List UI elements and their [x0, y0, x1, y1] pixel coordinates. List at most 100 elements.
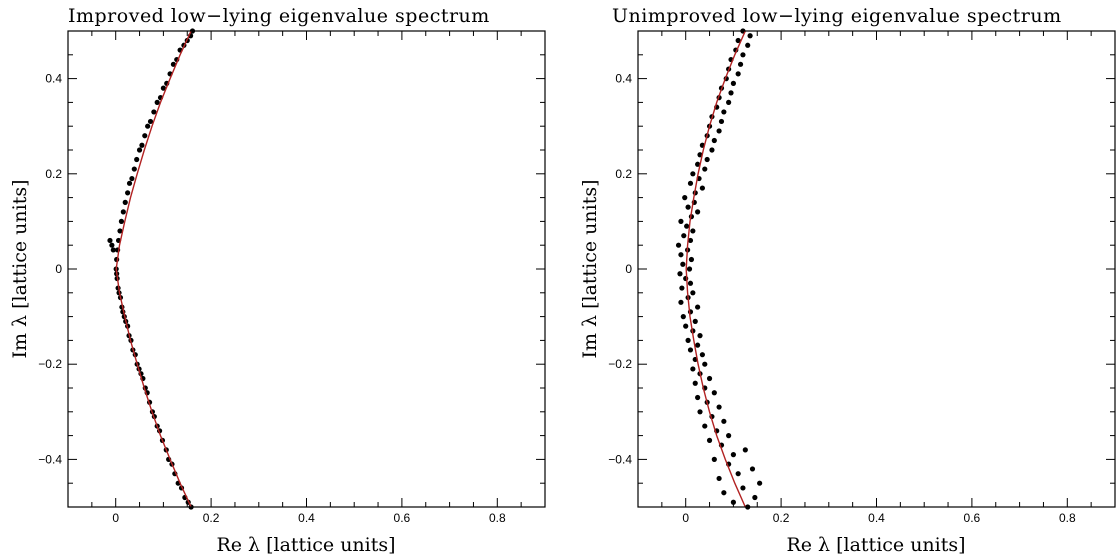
data-point: [686, 266, 693, 272]
data-point: [726, 433, 732, 439]
x-axis-label: Re λ [lattice units]: [216, 534, 395, 556]
plot-frame: [637, 30, 1116, 508]
data-point: [690, 228, 696, 234]
data-point: [752, 494, 758, 501]
data-point: [690, 290, 696, 296]
data-point: [709, 147, 715, 153]
data-point: [117, 228, 123, 234]
data-point: [716, 128, 722, 134]
data-point: [120, 209, 126, 215]
data-point: [757, 480, 763, 486]
data-point: [126, 180, 133, 186]
data-point: [142, 133, 148, 139]
x-tick-label: 0.6: [394, 511, 411, 525]
y-tick-label: −0.2: [608, 357, 632, 371]
data-point: [695, 161, 701, 167]
data-marks: [107, 28, 196, 510]
data-point: [721, 418, 727, 424]
y-tick-label: 0: [55, 262, 62, 276]
data-point: [728, 90, 734, 96]
data-point: [702, 423, 708, 429]
data-point: [699, 352, 705, 358]
x-tick-label: 0.4: [868, 511, 885, 525]
y-tick-label: −0.4: [608, 452, 632, 466]
data-point: [695, 304, 701, 310]
axis-ticks: 0 0.2 0.4 0.6 0.8 −0.4 −0.2 0 0.2 0.4: [38, 30, 546, 525]
fit-curve: [115, 30, 192, 508]
data-point: [730, 499, 737, 505]
axis-ticks: 0 0.2 0.4 0.6 0.8 −0.4 −0.2 0 0.2 0.4: [608, 30, 1116, 525]
data-point: [122, 199, 128, 205]
x-tick-label: 0.2: [203, 511, 220, 525]
data-point: [129, 175, 135, 182]
data-marks: [675, 28, 763, 510]
data-point: [682, 195, 688, 201]
y-tick-label: 0.4: [615, 72, 632, 86]
fit-curve: [685, 30, 746, 508]
data-point: [692, 318, 698, 324]
data-point: [735, 471, 741, 477]
y-tick-label: −0.2: [38, 357, 62, 371]
data-point: [125, 190, 131, 196]
data-point: [170, 61, 177, 67]
data-point: [721, 490, 727, 496]
y-tick-label: 0.2: [45, 167, 62, 181]
data-point: [147, 118, 154, 125]
data-point: [711, 456, 717, 462]
y-tick-label: −0.4: [38, 452, 62, 466]
data-point: [745, 42, 751, 48]
data-point: [718, 118, 725, 125]
chart-improved: Improved low−lying eigenvalue spectrum R…: [9, 5, 546, 556]
x-tick-label: 0.4: [298, 511, 315, 525]
x-tick-label: 0: [682, 511, 689, 525]
data-point: [678, 252, 684, 258]
data-point: [742, 447, 748, 453]
chart-title: Unimproved low−lying eigenvalue spectrum: [612, 5, 1062, 27]
data-point: [706, 375, 713, 382]
data-point: [740, 485, 746, 491]
data-point: [699, 185, 705, 191]
data-point: [702, 361, 708, 367]
chart-unimproved: Unimproved low−lying eigenvalue spectrum…: [579, 5, 1116, 556]
x-tick-label: 0.8: [1059, 511, 1076, 525]
data-point: [747, 33, 753, 39]
data-point: [687, 347, 694, 353]
data-point: [154, 99, 160, 105]
y-tick-label: 0.2: [615, 167, 632, 181]
plot-frame: [67, 30, 546, 508]
x-tick-label: 0.8: [489, 511, 506, 525]
data-point: [695, 342, 701, 348]
chart-title: Improved low−lying eigenvalue spectrum: [68, 5, 490, 27]
data-point: [721, 109, 727, 115]
data-point: [118, 218, 125, 224]
data-point: [711, 390, 717, 396]
data-point: [702, 166, 708, 172]
data-point: [683, 323, 689, 329]
data-point: [704, 156, 710, 163]
x-tick-label: 0.6: [964, 511, 981, 525]
x-axis-label: Re λ [lattice units]: [786, 534, 965, 556]
y-tick-label: 0.4: [45, 72, 62, 86]
data-point: [687, 180, 694, 186]
data-point: [697, 333, 703, 339]
data-point: [735, 37, 741, 44]
data-point: [740, 52, 746, 58]
data-point: [730, 80, 737, 86]
data-point: [697, 409, 703, 415]
data-point: [692, 380, 698, 386]
data-point: [680, 261, 686, 267]
data-point: [678, 299, 684, 305]
data-point: [109, 242, 115, 248]
data-point: [695, 209, 701, 215]
data-point: [145, 123, 151, 129]
data-point: [678, 218, 684, 224]
data-point: [110, 247, 116, 253]
data-point: [685, 204, 691, 210]
data-point: [684, 223, 690, 229]
data-point: [726, 99, 732, 105]
data-point: [730, 452, 737, 458]
data-point: [749, 466, 756, 472]
data-point: [716, 404, 722, 410]
data-point: [716, 475, 722, 482]
